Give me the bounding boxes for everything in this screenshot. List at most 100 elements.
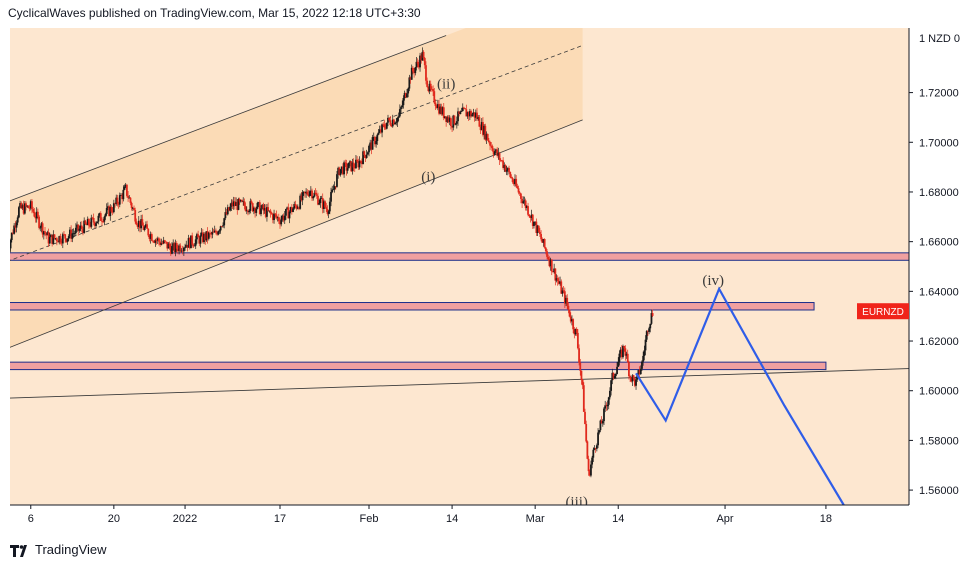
- candle-body: [193, 245, 196, 247]
- candle-body: [66, 238, 69, 242]
- candle-body: [560, 281, 563, 294]
- candle-body: [337, 167, 340, 175]
- candle-body: [510, 177, 513, 179]
- candle-body: [255, 208, 258, 213]
- candle-body: [396, 117, 399, 123]
- candle-body: [612, 372, 615, 379]
- candle-body: [162, 240, 165, 244]
- candle-body: [319, 198, 322, 204]
- candle-body: [616, 366, 618, 374]
- candle-body: [394, 122, 397, 125]
- candle-body: [44, 231, 46, 234]
- candle-body: [181, 250, 184, 252]
- candle-body: [426, 80, 429, 87]
- candle-body: [219, 226, 222, 231]
- candle-body: [370, 142, 373, 150]
- candle-body: [40, 223, 43, 228]
- candle-body: [35, 211, 38, 219]
- candle-body: [93, 222, 96, 226]
- candle-body: [445, 116, 448, 122]
- chart[interactable]: (ii) (i) (iv) (iii) 1 NZD 0 1.72000 1.70000 1.6…: [10, 28, 972, 533]
- candle-body: [431, 89, 433, 90]
- candle-body: [114, 203, 116, 205]
- candle-body: [238, 199, 241, 202]
- candle-body: [555, 278, 558, 281]
- candle-body: [13, 225, 16, 234]
- x-tick-label: 14: [446, 513, 458, 525]
- candle-body: [165, 241, 167, 243]
- candle-body: [504, 165, 507, 172]
- candle-body: [328, 201, 331, 212]
- candles: [10, 47, 654, 478]
- candle-body: [552, 271, 554, 273]
- candle-body: [489, 142, 491, 146]
- candle-body: [207, 232, 210, 239]
- candle-body: [229, 206, 232, 211]
- candle-body: [282, 215, 285, 221]
- candle-body: [169, 247, 172, 254]
- candle-body: [156, 238, 159, 241]
- candle-body: [595, 445, 598, 449]
- candle-body: [174, 243, 177, 252]
- candle-body: [182, 247, 185, 252]
- candle-body: [363, 151, 366, 156]
- candle-body: [203, 233, 205, 242]
- candle-body: [406, 93, 408, 98]
- candle-body: [41, 223, 44, 235]
- candle-body: [492, 150, 495, 155]
- candle-body: [561, 290, 564, 294]
- candle-body: [606, 404, 609, 407]
- candle-body: [586, 441, 589, 459]
- candle-body: [58, 236, 61, 243]
- candle-body: [327, 211, 330, 214]
- candle-body: [204, 233, 207, 241]
- candle-body: [74, 227, 77, 234]
- candle-body: [209, 232, 211, 234]
- candle-body: [607, 397, 610, 405]
- candle-body: [107, 206, 109, 209]
- candle-body: [38, 216, 40, 228]
- candle-body: [393, 119, 395, 125]
- candle-body: [325, 207, 328, 209]
- candle-body: [161, 242, 164, 244]
- candle-body: [543, 238, 546, 248]
- candle-body: [451, 125, 453, 128]
- candle-body: [59, 236, 62, 243]
- candle-body: [218, 230, 221, 232]
- candle-body: [309, 190, 312, 192]
- candle-body: [10, 240, 12, 249]
- candle-body: [210, 233, 213, 235]
- candle-body: [471, 114, 474, 117]
- candle-body: [490, 145, 493, 147]
- candle-body: [495, 149, 497, 152]
- candle-body: [520, 193, 522, 199]
- candle-body: [12, 232, 14, 234]
- candle-body: [521, 198, 524, 204]
- candle-body: [497, 152, 500, 156]
- candle-body: [643, 350, 646, 356]
- currency-label: 1 NZD 0: [919, 33, 960, 45]
- candle-body: [554, 268, 557, 281]
- candle-body: [585, 424, 588, 442]
- candle-body: [617, 361, 620, 367]
- candle-body: [14, 225, 17, 228]
- candle-body: [358, 160, 361, 168]
- candle-body: [213, 230, 216, 233]
- candle-body: [628, 362, 630, 377]
- candle-body: [441, 107, 444, 115]
- candle-body: [649, 323, 652, 329]
- candle-body: [582, 385, 585, 412]
- candle-body: [587, 458, 590, 472]
- candle-body: [97, 215, 100, 222]
- candle-body: [478, 117, 481, 127]
- candle-body: [591, 457, 594, 465]
- candle-body: [413, 71, 416, 74]
- x-tick-label: 18: [820, 513, 832, 525]
- candle-body: [177, 248, 179, 252]
- candle-body: [544, 247, 547, 252]
- candle-body: [509, 172, 512, 178]
- candle-body: [302, 191, 305, 193]
- tradingview-logo-icon[interactable]: [10, 544, 30, 557]
- candle-body: [344, 162, 347, 164]
- footer-brand[interactable]: TradingView: [35, 542, 107, 557]
